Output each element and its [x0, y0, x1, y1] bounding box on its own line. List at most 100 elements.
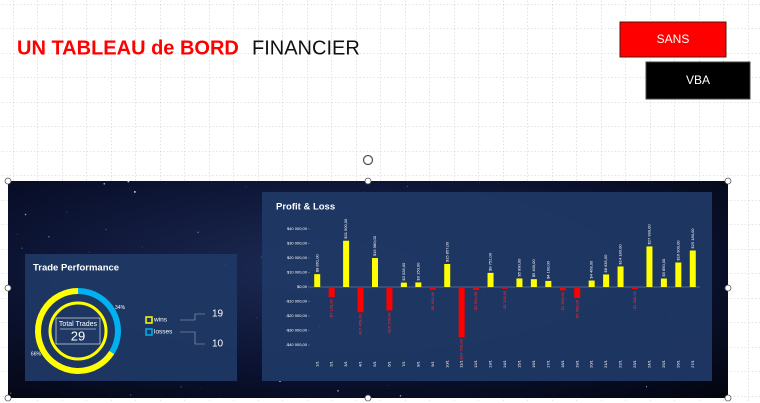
bar [386, 287, 393, 311]
x-tick-label: 14/1 [502, 359, 507, 368]
value-label: $5 850,00 [661, 258, 666, 277]
y-tick-label: -$40 000,00 [286, 342, 308, 347]
x-tick-label: 7/1 [401, 360, 406, 366]
bar [415, 282, 422, 287]
legend-bracket [180, 313, 205, 321]
bar [632, 287, 638, 290]
x-tick-label: 2/1 [329, 360, 334, 366]
value-label: $4 190,00 [545, 260, 550, 279]
bar [646, 246, 653, 287]
y-tick-label: $0,00 [297, 284, 308, 289]
x-tick-label: 18/1 [560, 359, 565, 368]
title-red: UN TABLEAU de BORD [17, 37, 239, 59]
bar [574, 287, 581, 299]
pl-panel [262, 192, 712, 381]
donut-inner-ring [48, 301, 108, 361]
trade-panel [25, 254, 237, 381]
donut-percent: 34% [115, 305, 126, 311]
value-label: $16 900,00 [675, 240, 680, 261]
y-tick-label: -$10 000,00 [286, 299, 308, 304]
bar [545, 280, 552, 287]
x-tick-label: 22/1 [618, 359, 623, 368]
value-label: $3 150,00 [415, 262, 420, 281]
x-tick-label: 4/1 [358, 360, 363, 366]
x-tick-label: 16/1 [531, 359, 536, 368]
value-label: $4 468,00 [589, 260, 594, 279]
value-label: -$1 500,00 [632, 290, 637, 310]
x-tick-label: 6/1 [387, 360, 392, 366]
x-tick-label: 23/1 [632, 359, 637, 368]
legend-count: 19 [212, 309, 224, 320]
bar [372, 258, 378, 287]
bar [473, 287, 480, 290]
legend-label: wins [153, 317, 168, 324]
bar [617, 266, 624, 287]
bar [487, 272, 494, 287]
value-label: $27 990,00 [647, 224, 652, 245]
value-label: -$1 900,00 [430, 291, 435, 311]
value-label: $8 861,00 [314, 254, 319, 273]
bar [343, 240, 350, 287]
bar [328, 287, 335, 298]
donut-segment [35, 288, 115, 374]
bar [357, 287, 364, 313]
x-tick-label: 15/1 [517, 359, 522, 368]
x-tick-label: 10/1 [444, 359, 449, 368]
y-tick-label: $40 000,00 [287, 226, 308, 231]
y-tick-label: -$30 000,00 [286, 328, 308, 333]
value-label: $8 635,00 [603, 254, 608, 273]
x-tick-label: 12/1 [473, 359, 478, 368]
value-label: -$2 050,00 [473, 291, 478, 311]
value-label: $14 180,00 [618, 244, 623, 265]
x-tick-label: 26/1 [675, 359, 680, 368]
x-tick-label: 13/1 [488, 359, 493, 368]
value-label: -$2 300,00 [560, 292, 565, 312]
dashboard[interactable] [7, 180, 728, 399]
center-value: 29 [71, 328, 85, 343]
panel-title: Profit & Loss [276, 202, 335, 213]
value-label: $5 400,00 [531, 259, 536, 278]
x-tick-label: 21/1 [603, 359, 608, 368]
value-label: -$34 700,00 [459, 339, 464, 361]
x-tick-label: 1/1 [314, 360, 319, 366]
value-label: -$17 450,00 [358, 314, 363, 336]
donut-segment [77, 288, 121, 355]
value-label: $9 752,00 [488, 252, 493, 271]
x-tick-label: 9/1 [430, 360, 435, 366]
legend-swatch [145, 316, 153, 324]
y-tick-label: $20 000,00 [287, 255, 308, 260]
center-label: Total Trades [59, 321, 98, 328]
selection-handles [4, 154, 732, 402]
panel-title: Trade Performance [33, 263, 119, 274]
x-tick-label: 27/1 [690, 359, 695, 368]
x-tick-label: 17/1 [545, 359, 550, 368]
x-tick-label: 20/1 [589, 359, 594, 368]
legend-swatch [145, 328, 153, 336]
value-label: -$1 200,00 [502, 290, 507, 310]
bar [502, 287, 508, 289]
bar [444, 264, 451, 287]
bar [516, 278, 523, 287]
value-label: $5 890,00 [517, 258, 522, 277]
value-label: -$7 120,00 [329, 299, 334, 319]
legend-label: losses [154, 329, 173, 336]
x-tick-label: 3/1 [343, 360, 348, 366]
bar [603, 274, 610, 287]
center-box [55, 317, 101, 345]
value-label: -$16 200,00 [387, 312, 392, 334]
y-tick-label: $30 000,00 [287, 241, 308, 246]
bar [530, 279, 537, 287]
value-label: -$7 600,00 [574, 299, 579, 319]
title-black: FINANCIER [252, 37, 360, 59]
legend-count: 10 [212, 339, 224, 350]
button-sans[interactable] [619, 21, 727, 58]
legend-bracket [180, 331, 205, 345]
x-tick-label: 24/1 [647, 359, 652, 368]
value-label: $25 180,00 [690, 228, 695, 249]
bar [660, 278, 667, 287]
button-vba[interactable] [645, 61, 751, 100]
x-tick-label: 25/1 [661, 359, 666, 368]
button-label[interactable]: VBA [686, 73, 710, 87]
button-label[interactable]: SANS [657, 32, 690, 46]
